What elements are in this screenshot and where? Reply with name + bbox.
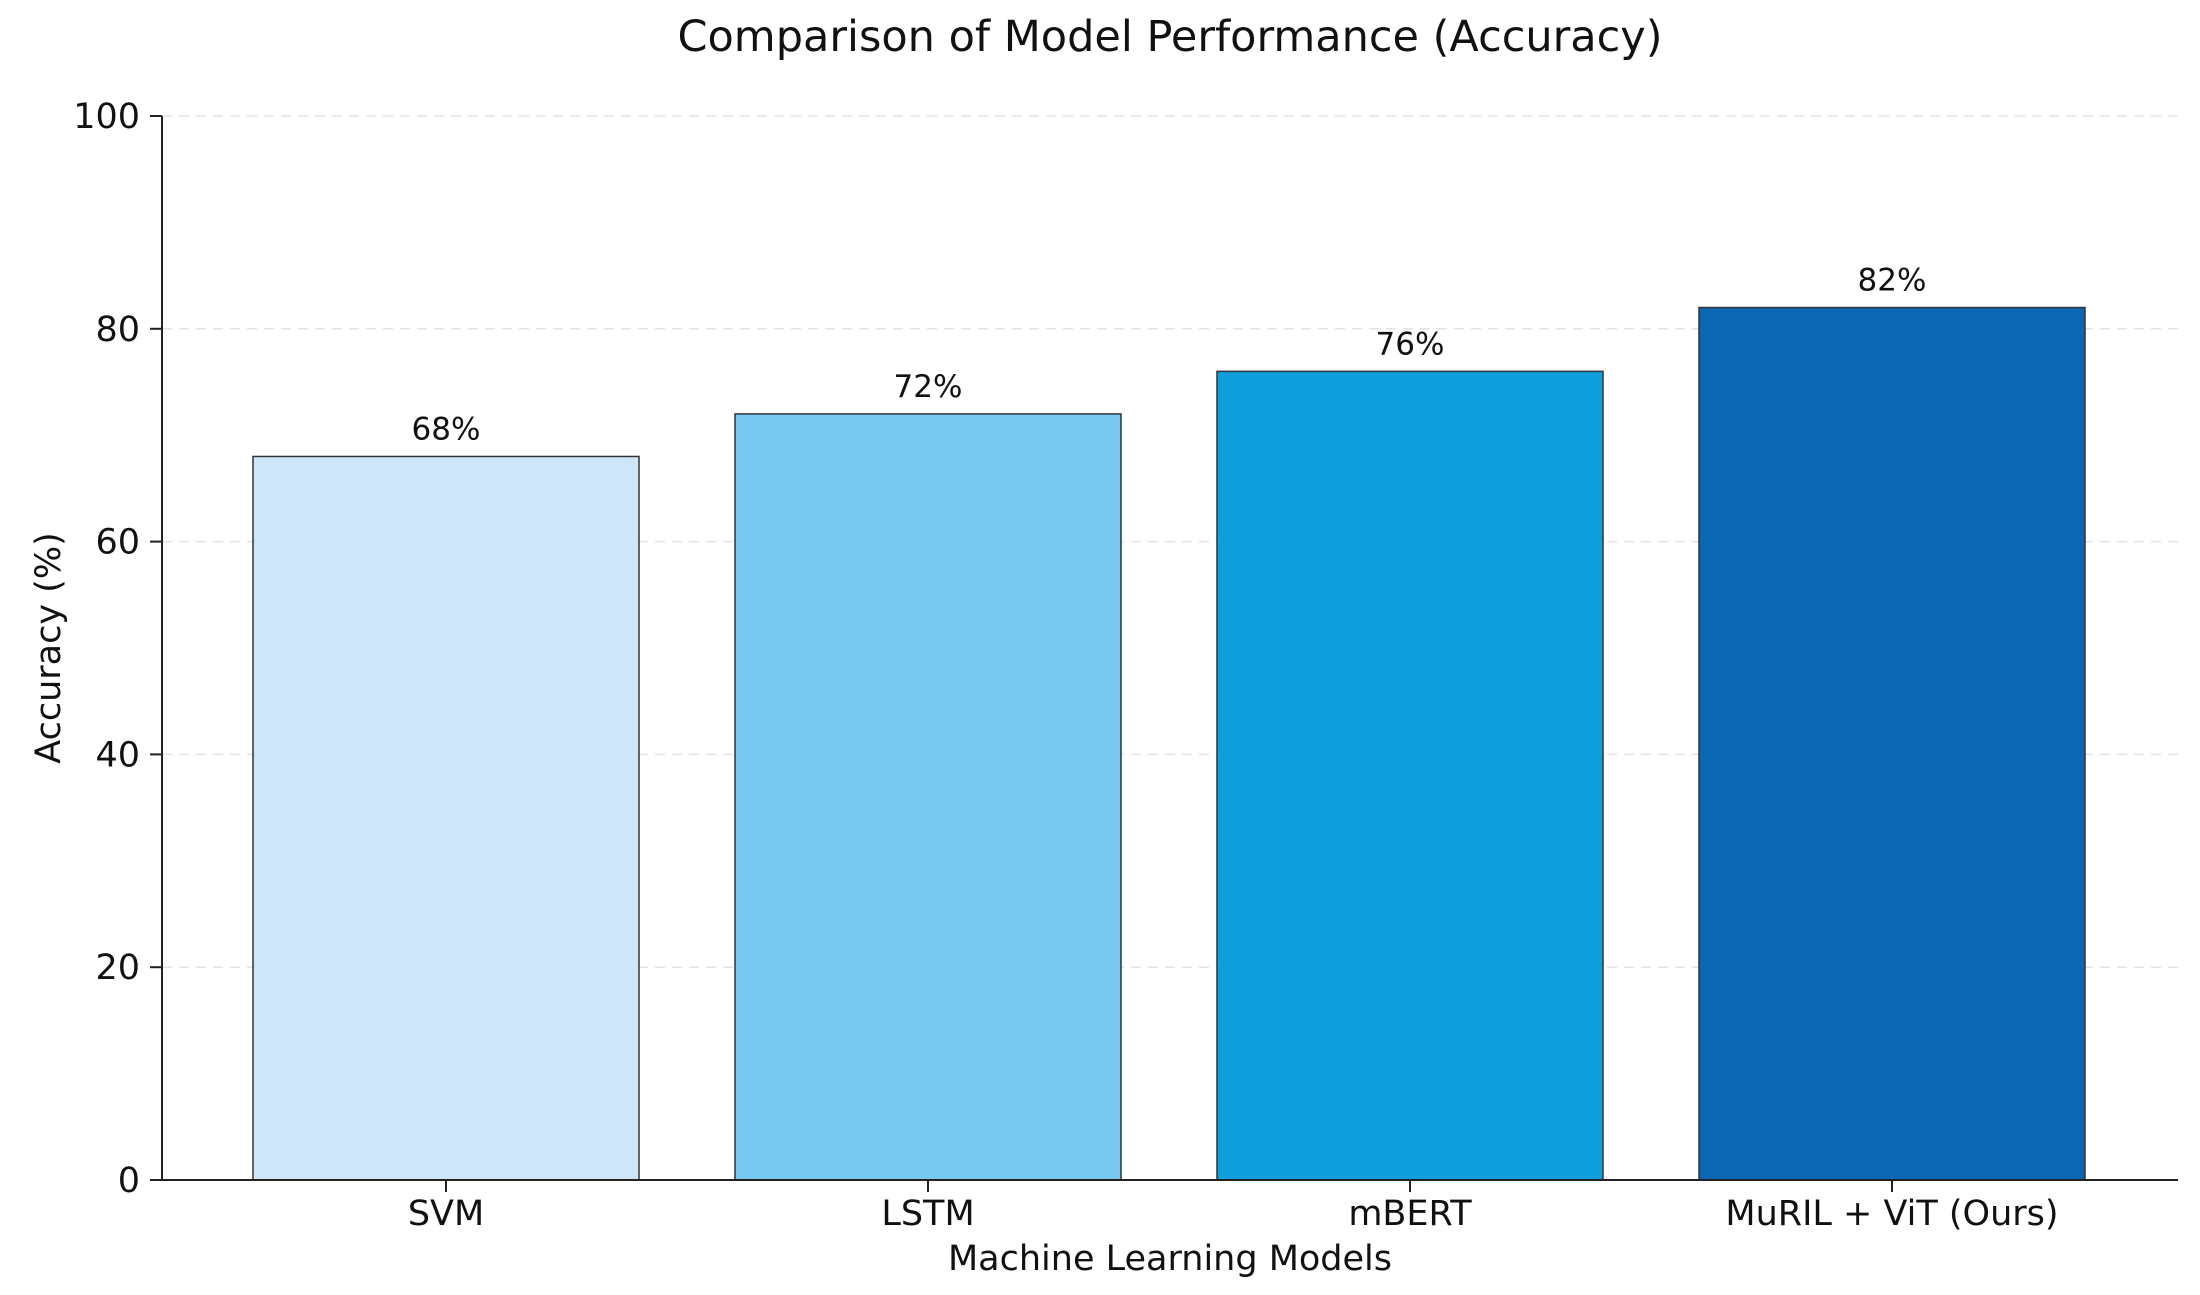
y-tick-label: 40 [95,735,140,775]
y-tick-label: 20 [95,948,140,988]
x-tick-label: SVM [408,1194,484,1234]
grid-lines [162,115,2178,968]
data-label: 72% [894,369,963,405]
data-label: 82% [1858,263,1927,299]
x-tick-label: MuRIL + ViT (Ours) [1725,1194,2058,1234]
axes [161,116,2178,1181]
y-tick-label: 100 [73,97,140,137]
bar [1216,370,1604,1181]
y-axis-ticks: 0 20 40 60 80 100 [73,97,162,1201]
y-tick-label: 0 [118,1161,140,1201]
x-tick-label: mBERT [1348,1194,1472,1234]
x-axis-title: Machine Learning Models [948,1239,1392,1279]
bar [252,455,640,1181]
y-tick-label: 80 [95,310,140,350]
data-labels: 68% 72% 76% 82% [412,263,1927,448]
data-label: 68% [412,411,481,447]
chart-title: Comparison of Model Performance (Accurac… [677,12,1662,62]
bar [1698,306,2086,1181]
x-tick-label: LSTM [881,1194,974,1234]
bar [734,413,1122,1181]
x-axis-ticks: SVM LSTM mBERT MuRIL + ViT (Ours) [408,1180,2059,1234]
y-tick-label: 60 [95,523,140,563]
bars [252,306,2086,1181]
data-label: 76% [1376,326,1445,362]
y-axis-title: Accuracy (%) [29,532,69,763]
